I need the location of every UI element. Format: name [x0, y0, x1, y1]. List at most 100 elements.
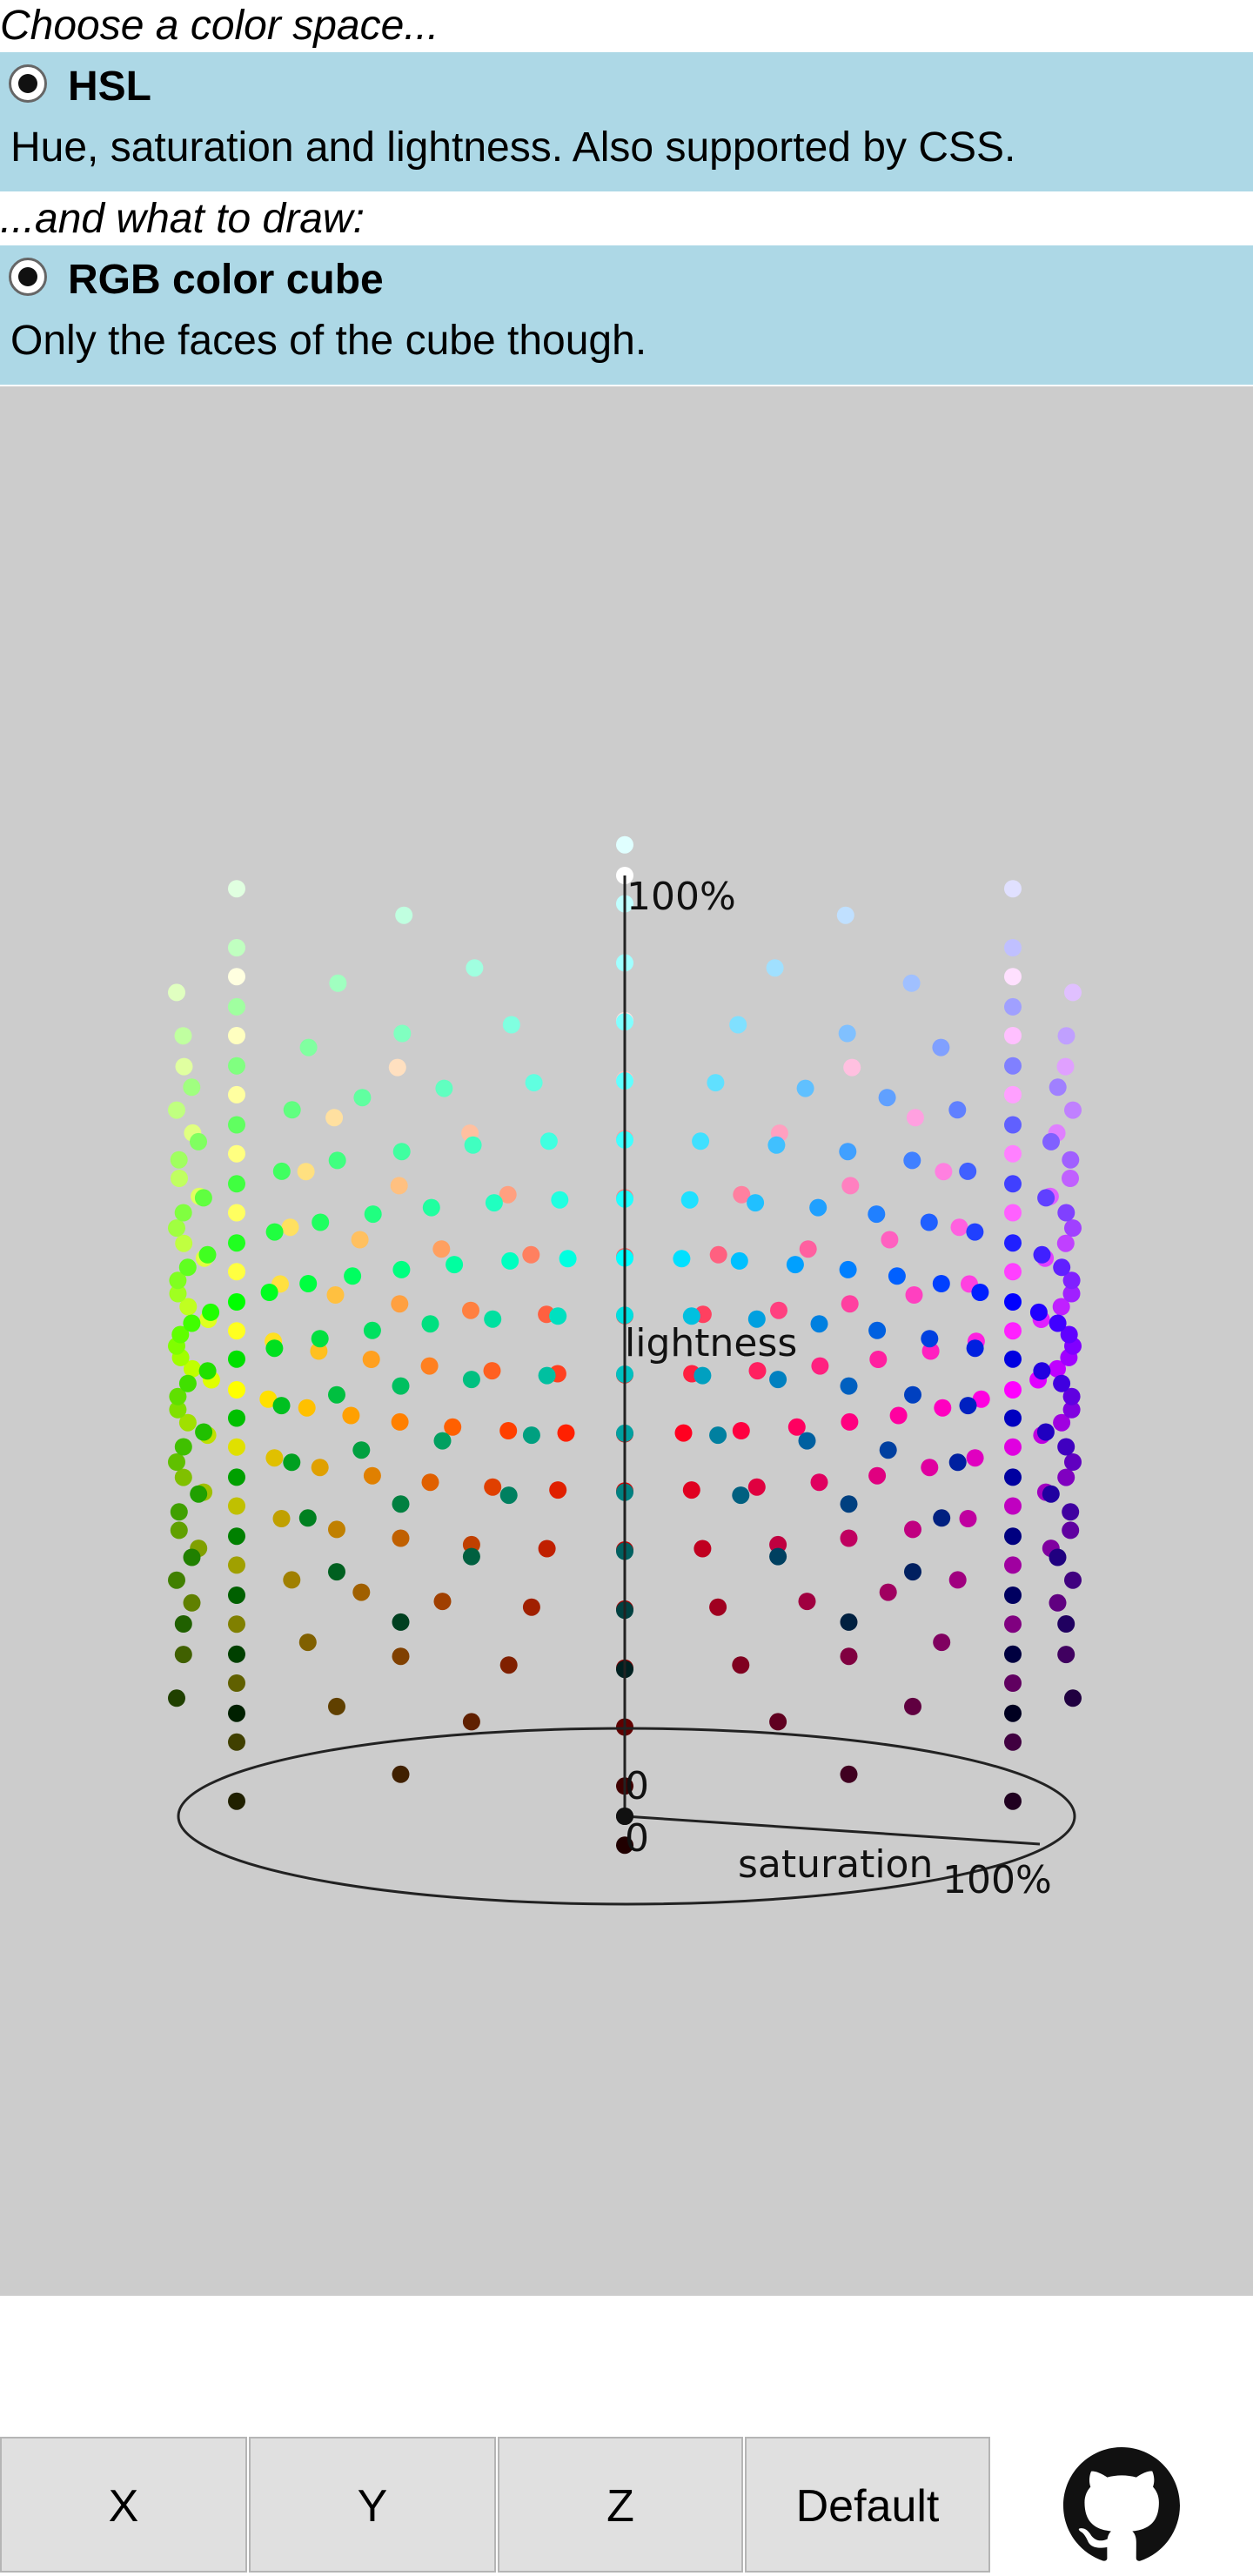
color-point — [798, 1432, 816, 1450]
color-point — [840, 1377, 858, 1395]
color-point — [228, 1733, 245, 1751]
color-point — [329, 974, 347, 992]
saturation-zero-label: 0 — [625, 1816, 649, 1861]
color-point — [432, 1240, 451, 1258]
color-point — [195, 1423, 213, 1441]
color-point — [228, 1704, 245, 1722]
color-point — [183, 1078, 201, 1097]
default-view-button[interactable]: Default — [745, 2437, 990, 2573]
color-space-option-hsl[interactable]: HSL Hue, saturation and lightness. Also … — [0, 52, 1253, 191]
color-point — [840, 1765, 858, 1783]
color-point — [1004, 1556, 1022, 1574]
color-point — [169, 1271, 187, 1290]
color-point — [228, 1322, 245, 1340]
color-point — [1004, 1587, 1022, 1604]
view-x-button[interactable]: X — [0, 2437, 247, 2573]
color-point — [171, 1325, 190, 1344]
color-point — [959, 1162, 977, 1180]
color-point — [966, 1223, 984, 1241]
color-point — [272, 1510, 291, 1527]
color-point — [932, 1275, 950, 1292]
color-point — [840, 1495, 858, 1513]
github-icon[interactable] — [1063, 2447, 1180, 2564]
color-point — [421, 1315, 439, 1333]
view-y-button[interactable]: Y — [249, 2437, 496, 2573]
color-point — [299, 1275, 318, 1292]
color-point — [228, 1556, 245, 1574]
color-point — [747, 1194, 765, 1212]
color-point — [272, 1397, 291, 1415]
color-point — [692, 1132, 710, 1150]
color-point — [950, 1218, 968, 1237]
color-point — [732, 1656, 750, 1674]
color-point — [948, 1101, 967, 1119]
radio-selected-icon[interactable] — [9, 64, 47, 103]
color-point — [228, 1792, 245, 1810]
color-point — [878, 1089, 896, 1107]
color-point — [362, 1351, 380, 1368]
color-point — [174, 1468, 192, 1486]
color-point — [228, 968, 245, 986]
color-point — [1053, 1413, 1071, 1432]
color-point — [682, 1481, 700, 1499]
color-point — [312, 1213, 330, 1231]
color-point — [972, 1390, 990, 1408]
color-point — [1033, 1362, 1051, 1380]
color-point — [889, 1406, 908, 1425]
color-point — [433, 1432, 452, 1450]
draw-option-rgb-cube[interactable]: RGB color cube Only the faces of the cub… — [0, 245, 1253, 385]
color-point — [502, 1016, 520, 1034]
color-point — [260, 1284, 278, 1301]
color-point — [265, 1339, 284, 1358]
color-point — [392, 1613, 410, 1631]
lightness-axis-label: lightness — [625, 1321, 797, 1365]
lightness-max-label: 100% — [626, 875, 736, 919]
color-point — [501, 1251, 519, 1270]
color-point — [841, 1412, 859, 1431]
color-point — [421, 1473, 439, 1492]
color-point — [433, 1593, 452, 1611]
color-point — [228, 1381, 245, 1399]
color-point — [328, 1697, 345, 1715]
color-point — [1049, 1314, 1067, 1332]
color-point — [310, 1342, 328, 1360]
color-point — [228, 1615, 245, 1633]
color-point — [194, 1189, 212, 1207]
color-point — [392, 1529, 410, 1547]
color-point — [328, 1520, 345, 1539]
color-point — [879, 1583, 897, 1601]
color-point — [1004, 1674, 1022, 1692]
color-point — [1064, 1453, 1082, 1471]
color-point — [325, 1109, 344, 1127]
color-point — [616, 1836, 633, 1855]
color-point — [168, 1571, 185, 1589]
color-point — [1004, 1615, 1022, 1633]
color-point — [525, 1074, 543, 1092]
color-point — [169, 1285, 187, 1303]
color-point — [466, 959, 484, 977]
color-point — [299, 1038, 318, 1057]
color-point — [966, 1449, 984, 1467]
color-point — [1057, 1468, 1075, 1486]
color-point — [1004, 1497, 1022, 1515]
color-point — [549, 1307, 567, 1325]
view-z-button[interactable]: Z — [498, 2437, 743, 2573]
radio-selected-icon[interactable] — [9, 258, 47, 296]
color-point — [1004, 1409, 1022, 1427]
color-point — [228, 939, 245, 956]
color-point — [174, 1027, 192, 1045]
color-point — [971, 1284, 989, 1301]
color-point — [395, 906, 413, 924]
draw-prompt: ...and what to draw: — [0, 196, 365, 242]
color-point — [869, 1351, 888, 1368]
color-point — [1057, 1438, 1075, 1456]
color-point — [393, 1024, 412, 1043]
3d-plot-canvas[interactable]: 100% lightness 0 0 saturation 100% — [0, 386, 1253, 2296]
color-point — [1004, 1175, 1022, 1193]
color-point — [1004, 1792, 1022, 1810]
color-point — [733, 1185, 751, 1204]
color-point — [168, 1689, 185, 1707]
color-point — [1004, 997, 1022, 1016]
color-point — [1004, 1234, 1022, 1252]
color-point — [838, 1024, 856, 1043]
